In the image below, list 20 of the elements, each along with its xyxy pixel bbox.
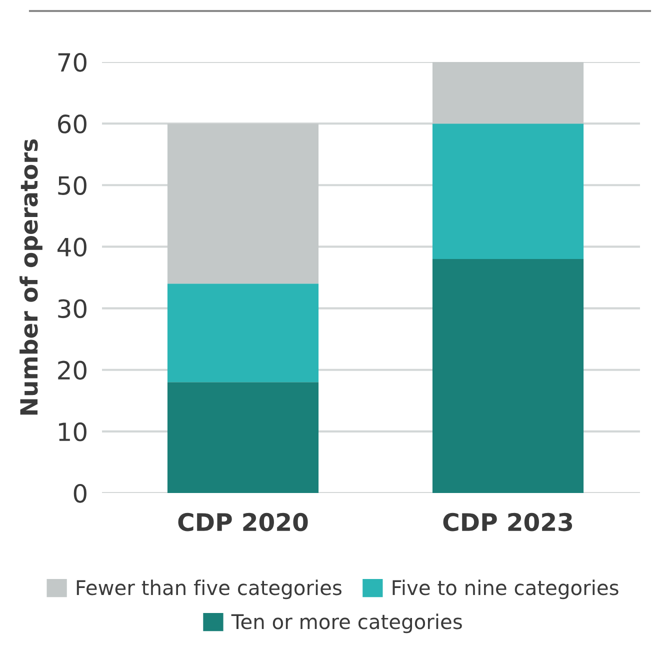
bar (432, 259, 584, 493)
y-axis-title: Number of operators (20, 139, 42, 415)
y-tick-label: 30 (58, 299, 86, 318)
bar (167, 124, 319, 284)
bar (432, 62, 584, 124)
legend-label: Five to nine categories (392, 580, 618, 600)
y-tick-label: 0 (74, 484, 86, 503)
y-tick-label: 40 (58, 238, 86, 257)
y-tick-label: 10 (59, 422, 86, 442)
y-tick-label: 20 (58, 360, 86, 380)
y-tick-label: 60 (58, 114, 86, 134)
x-tick-label: CDP 2023 (443, 512, 572, 532)
x-tick-label: CDP 2020 (178, 512, 308, 532)
legend-label: Ten or more categories (231, 614, 462, 634)
y-tick-label: 50 (58, 176, 86, 195)
bar (432, 124, 584, 260)
bar (167, 284, 319, 382)
bar (167, 382, 319, 493)
legend-label: Fewer than five categories (76, 580, 342, 600)
y-tick-label: 70 (58, 52, 86, 72)
